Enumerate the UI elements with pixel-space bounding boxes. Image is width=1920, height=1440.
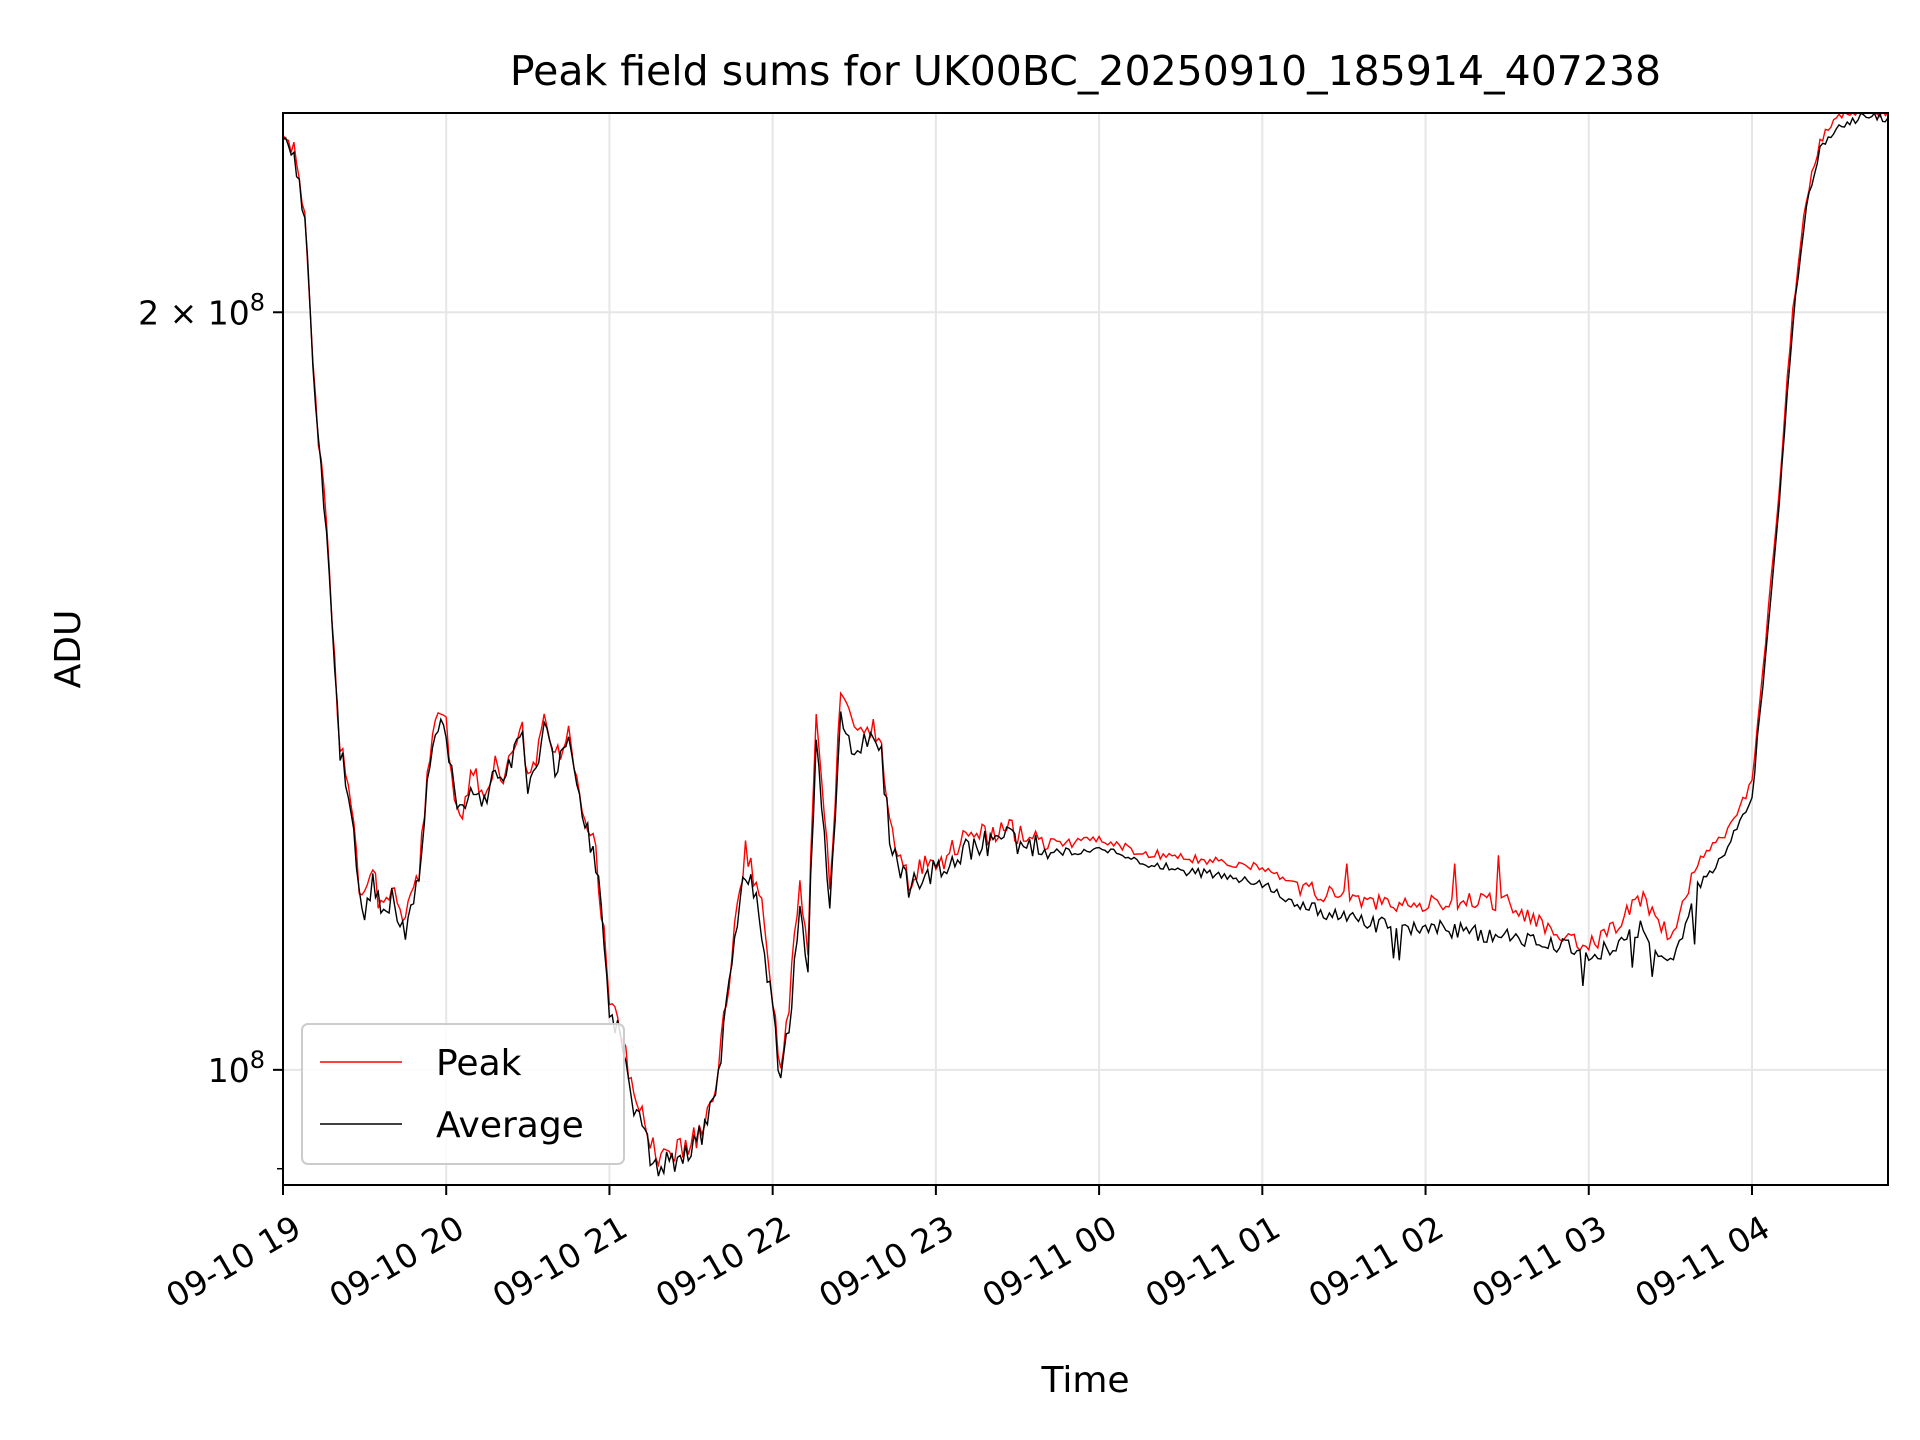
series-line-peak bbox=[283, 113, 1888, 1168]
legend-label-average: Average bbox=[436, 1105, 584, 1146]
y-axis: 108 2 × 108 bbox=[138, 288, 283, 1170]
legend-box bbox=[301, 1023, 625, 1165]
series-layer bbox=[283, 113, 1888, 1177]
y-tick-label: 108 bbox=[208, 1046, 265, 1090]
x-axis-label: Time bbox=[1040, 1360, 1129, 1401]
grid bbox=[282, 113, 1888, 1185]
chart-title: Peak field sums for UK00BC_20250910_1859… bbox=[510, 47, 1661, 95]
y-tick-label: 2 × 108 bbox=[138, 288, 265, 332]
legend: Peak Average bbox=[301, 1023, 625, 1165]
series-line-average bbox=[283, 113, 1888, 1177]
axes-frame bbox=[282, 112, 1889, 1186]
legend-label-peak: Peak bbox=[436, 1043, 522, 1084]
y-axis-label: ADU bbox=[48, 610, 89, 689]
